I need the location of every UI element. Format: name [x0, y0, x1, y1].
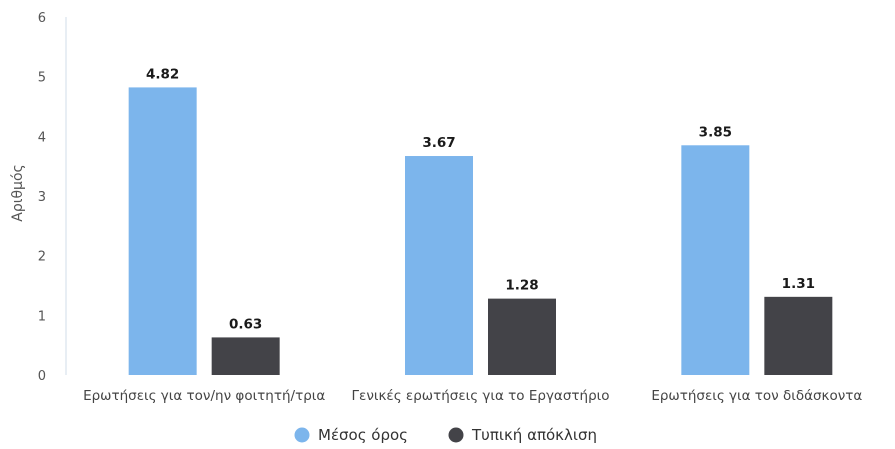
x-axis: Ερωτήσεις για τον/ην φοιτητή/τρια Γενικές…: [83, 388, 862, 404]
bar[interactable]: [405, 156, 473, 375]
data-labels-group: 4.82 0.63 3.67 1.28 3.85 1.31: [146, 66, 815, 332]
legend-label: Μέσος όρος: [318, 426, 408, 444]
y-tick-label: 0: [38, 369, 46, 384]
bar[interactable]: [764, 296, 833, 375]
y-tick-label: 1: [38, 309, 46, 324]
y-axis-title: Αριθμός: [10, 164, 26, 221]
data-label: 1.31: [782, 276, 815, 292]
legend-item[interactable]: Τυπική απόκλιση: [448, 426, 597, 444]
data-label: 0.63: [229, 316, 262, 332]
y-tick-label: 6: [38, 11, 46, 26]
bar[interactable]: [681, 145, 750, 375]
y-tick-label: 2: [38, 250, 46, 265]
data-label: 4.82: [146, 66, 179, 82]
x-tick-label: Γενικές ερωτήσεις για το Εργαστήριο: [352, 388, 610, 404]
x-tick-label: Ερωτήσεις για τον διδάσκοντα: [651, 388, 862, 404]
legend-marker: [294, 427, 310, 443]
data-label: 1.28: [505, 278, 538, 294]
bars-group: [128, 87, 833, 375]
bar[interactable]: [128, 87, 197, 375]
data-label: 3.85: [699, 124, 732, 140]
bar[interactable]: [211, 337, 280, 375]
y-tick-label: 3: [38, 190, 46, 205]
data-label: 3.67: [422, 135, 455, 151]
y-axis: 0 1 2 3 4 5 6: [38, 11, 67, 384]
legend[interactable]: Μέσος όρος Τυπική απόκλιση: [294, 426, 597, 444]
y-tick-label: 5: [38, 71, 46, 86]
bar[interactable]: [488, 298, 556, 375]
legend-label: Τυπική απόκλιση: [471, 426, 597, 444]
x-tick-label: Ερωτήσεις για τον/ην φοιτητή/τρια: [83, 388, 325, 404]
legend-item[interactable]: Μέσος όρος: [294, 426, 409, 444]
legend-marker: [448, 427, 464, 443]
y-tick-label: 4: [38, 130, 46, 145]
